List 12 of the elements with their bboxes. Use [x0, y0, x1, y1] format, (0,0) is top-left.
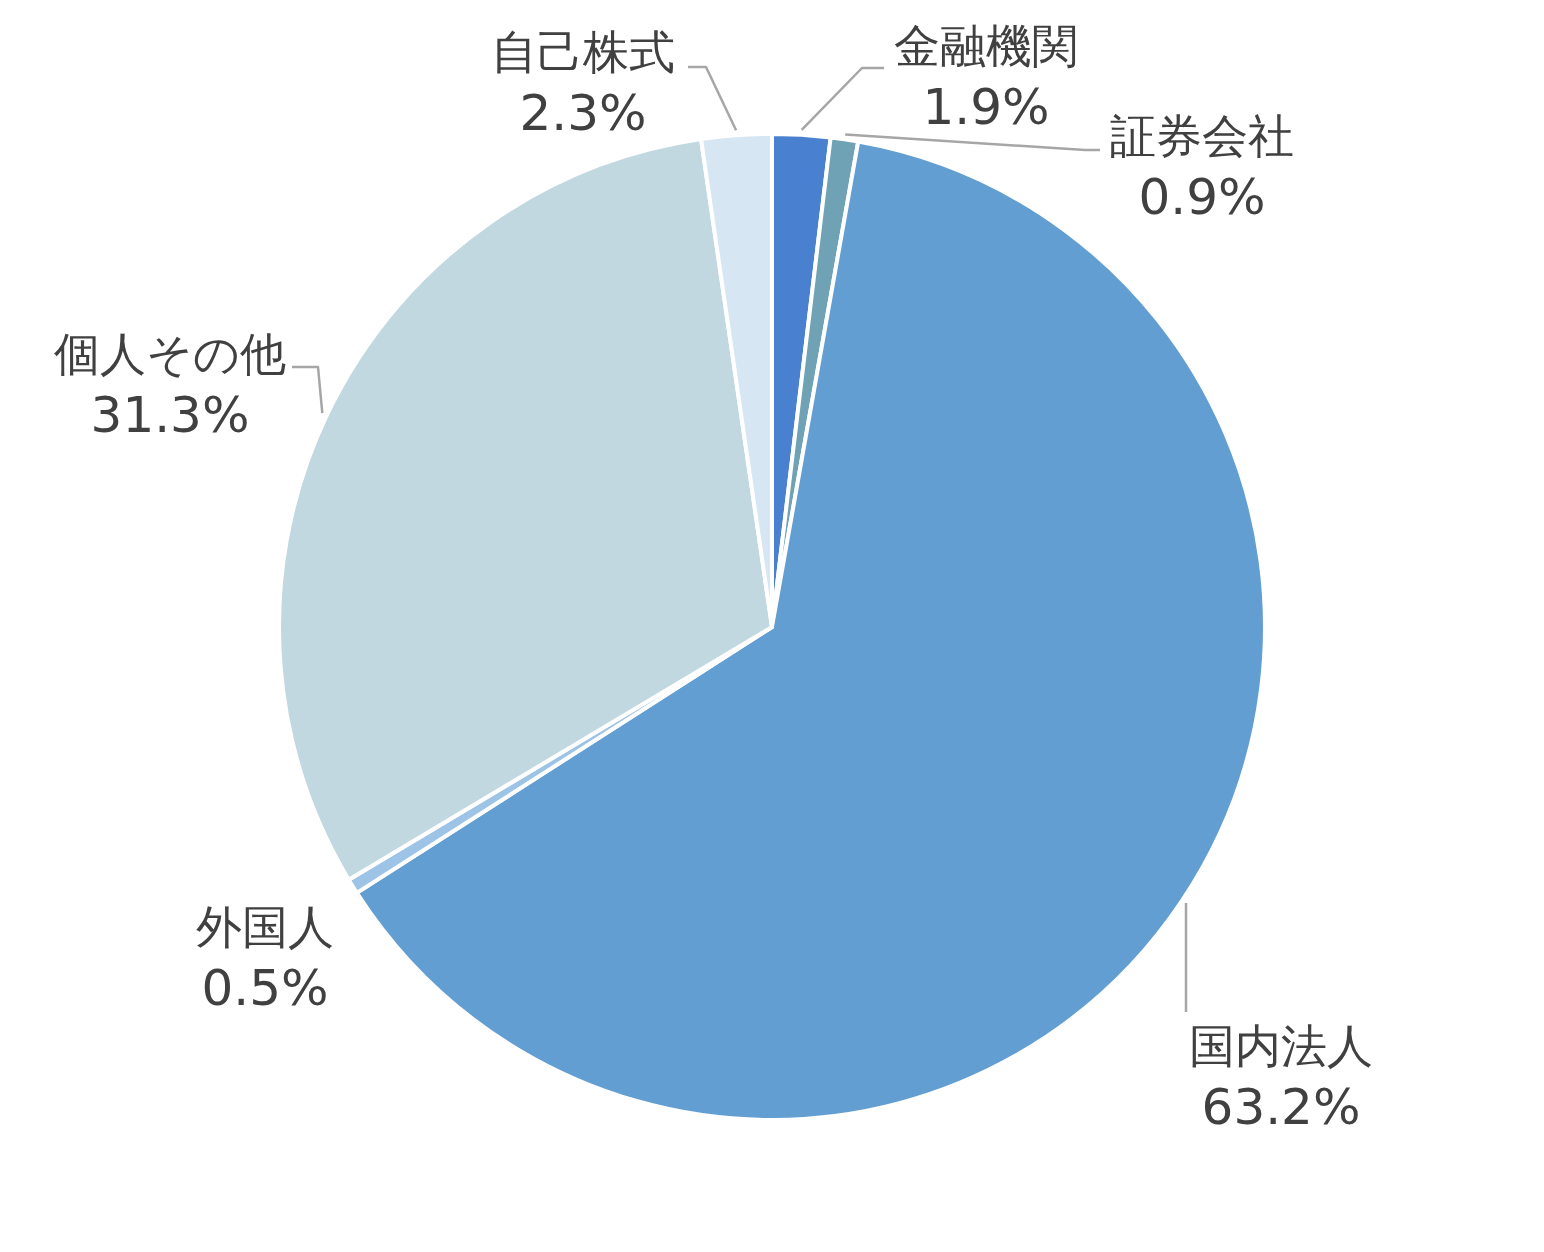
data-label: 0.5% — [201, 959, 329, 1017]
slice-label: 個人その他 — [54, 327, 286, 381]
slice-label: 自己株式 — [491, 25, 675, 79]
slice-label: 国内法人 — [1189, 1019, 1373, 1073]
data-label: 1.9% — [922, 78, 1050, 136]
data-label: 63.2% — [1201, 1078, 1361, 1136]
slice-label: 証券会社 — [1110, 109, 1294, 163]
data-label: 2.3% — [519, 84, 647, 142]
slice-label: 金融機関 — [894, 19, 1078, 73]
data-label: 31.3% — [90, 386, 250, 444]
data-label: 0.9% — [1138, 168, 1266, 226]
slice-label: 外国人 — [196, 900, 334, 954]
